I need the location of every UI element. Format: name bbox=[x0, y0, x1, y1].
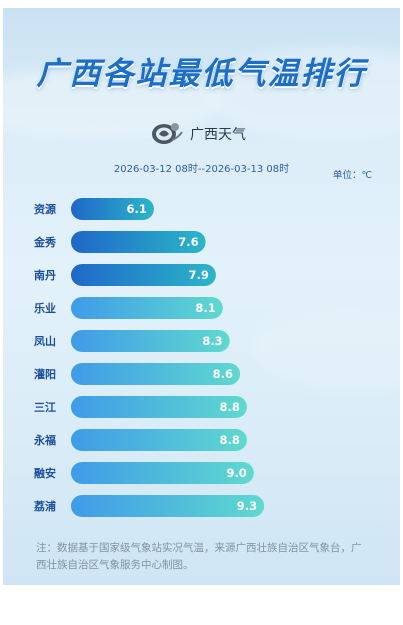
unit-label: 单位：℃ bbox=[333, 170, 373, 181]
bar bbox=[71, 264, 216, 286]
mountain-mist bbox=[3, 68, 223, 138]
category-label: 永福 bbox=[33, 433, 56, 447]
bar bbox=[71, 462, 254, 484]
data-label: 8.8 bbox=[220, 433, 240, 447]
chart-card bbox=[3, 8, 400, 585]
bar bbox=[71, 198, 154, 220]
bar bbox=[71, 396, 247, 418]
category-label: 南丹 bbox=[34, 268, 56, 282]
weather-logo-icon bbox=[152, 123, 183, 144]
data-label: 8.6 bbox=[213, 367, 233, 381]
category-label: 三江 bbox=[34, 400, 56, 414]
logo-text: 广西天气 bbox=[190, 127, 246, 143]
bar bbox=[71, 363, 241, 385]
category-label: 灌阳 bbox=[34, 367, 56, 381]
bar bbox=[71, 495, 265, 517]
category-label: 凤山 bbox=[34, 334, 56, 348]
data-label: 8.1 bbox=[195, 301, 215, 315]
bar bbox=[71, 330, 230, 352]
category-label: 融安 bbox=[34, 466, 56, 480]
data-label: 8.8 bbox=[220, 400, 240, 414]
category-label: 荔浦 bbox=[33, 499, 56, 513]
chart-title: 广西各站最低气温排行 bbox=[36, 56, 367, 92]
mountain-mist bbox=[203, 48, 400, 138]
bar bbox=[71, 429, 247, 451]
bar bbox=[71, 297, 223, 319]
mountain-mist bbox=[253, 308, 400, 388]
data-label: 8.3 bbox=[202, 334, 222, 348]
data-label: 9.3 bbox=[237, 499, 257, 513]
category-label: 乐业 bbox=[34, 301, 56, 315]
bar bbox=[71, 231, 206, 253]
category-label: 资源 bbox=[34, 202, 56, 216]
category-label: 金秀 bbox=[33, 235, 56, 249]
footnote: 注：数据基于国家级气象站实况气温，来源广西壮族自治区气象台，广西壮族自治区气象服… bbox=[36, 542, 362, 571]
date-range: 2026-03-12 08时--2026-03-13 08时 bbox=[113, 164, 290, 175]
brand-logo: 广西天气 bbox=[150, 120, 260, 146]
data-label: 7.9 bbox=[189, 268, 209, 282]
data-label: 7.6 bbox=[178, 235, 198, 249]
data-label: 9.0 bbox=[226, 466, 246, 480]
data-label: 6.1 bbox=[127, 202, 147, 216]
